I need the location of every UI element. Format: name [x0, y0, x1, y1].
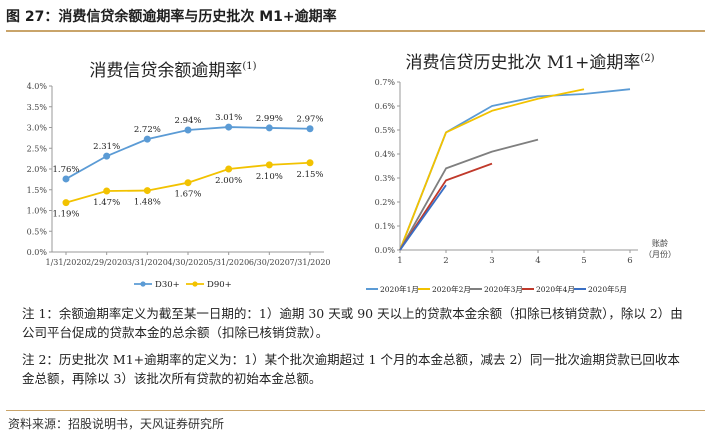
c1-data-label: 2.99% [256, 114, 283, 124]
title-divider [6, 30, 705, 32]
c2-series-line-2020年3月 [399, 138, 539, 251]
c2-legend-label: 2020年5月 [588, 284, 627, 294]
c1-y-tick-label: 0.5% [27, 227, 48, 236]
c2-y-tick-label: 0.4% [375, 150, 396, 159]
c1-legend-label: D30+ [155, 280, 180, 290]
c1-x-tick-label: 1/31/2020 [45, 258, 86, 267]
c1-data-label: 3.01% [215, 113, 242, 123]
c1-point-D30+ [62, 175, 70, 183]
c1-point-D30+ [306, 125, 314, 133]
c1-y-tick-label: 3.5% [27, 103, 48, 112]
note-1: 注 1：余额逾期率定义为截至某一日期的：1）逾期 30 天或 90 天以上的贷款… [22, 306, 683, 340]
c1-y-tick-label: 2.5% [27, 144, 48, 153]
c1-legend-marker [140, 281, 146, 287]
c1-point-D90+ [184, 179, 192, 187]
c1-point-D30+ [103, 152, 111, 160]
c1-point-D90+ [225, 165, 233, 173]
c1-data-label: 2.10% [256, 172, 283, 182]
c1-point-D90+ [265, 161, 273, 169]
c2-y-tick-label: 0.7% [375, 78, 396, 87]
c1-point-D30+ [265, 124, 273, 132]
c2-series-line-2020年4月 [399, 162, 493, 251]
c2-y-tick-label: 0.2% [375, 198, 396, 207]
c1-legend-marker [192, 281, 198, 287]
c1-point-D90+ [62, 199, 70, 207]
c2-x-axis-label: 账龄 [652, 238, 668, 248]
c2-y-tick-label: 0.1% [375, 222, 396, 231]
c1-point-D30+ [143, 135, 151, 143]
c1-x-tick-label: 5/31/2020 [208, 258, 249, 267]
c1-data-label: 1.76% [52, 165, 79, 175]
c1-y-tick-label: 1.5% [27, 186, 48, 195]
c2-legend-label: 2020年2月 [432, 284, 471, 294]
chart2-title-sup: (2) [640, 53, 654, 64]
c2-x-tick-label: 2 [443, 256, 448, 266]
chart1-title-sup: (1) [242, 61, 256, 72]
c1-data-label: 2.31% [93, 142, 120, 152]
c1-data-label: 1.67% [174, 190, 201, 200]
c2-series-line-2020年2月 [399, 88, 585, 251]
c1-y-tick-label: 1.0% [27, 207, 48, 216]
c1-x-tick-label: 7/31/2020 [289, 258, 330, 267]
c1-data-label: 2.97% [296, 115, 323, 125]
c2-y-tick-label: 0.5% [375, 126, 396, 135]
note-2: 注 2：历史批次 M1+逾期率的定义为：1）某个批次逾期超过 1 个月的本金总额… [22, 352, 680, 386]
c2-x-axis-label-unit: （月份） [644, 249, 676, 259]
c1-point-D90+ [306, 159, 314, 167]
c1-point-D90+ [143, 187, 151, 195]
c1-y-tick-label: 0.0% [27, 248, 48, 257]
chart-balance-delinquency: 消费信贷余额逾期率(1) 0.0% 0.5% 1.0% 1.5% 2.0% 2.5% 3.0… [27, 61, 331, 290]
c1-data-label: 2.00% [215, 176, 242, 186]
c1-x-tick-label: 4/30/2020 [167, 258, 208, 267]
c2-legend-label: 2020年4月 [536, 284, 575, 294]
c2-y-tick-label: 0.3% [375, 174, 396, 183]
footer-divider [6, 410, 705, 411]
source-note: 资料来源：招股说明书，天风证券研究所 [8, 417, 225, 431]
c1-y-tick-label: 3.0% [27, 124, 48, 133]
c2-x-tick-label: 6 [627, 256, 632, 266]
c2-y-tick-label: 0.6% [375, 102, 396, 111]
c1-data-label: 1.48% [134, 198, 161, 208]
chart1-title: 消费信贷余额逾期率(1) [89, 61, 256, 81]
c2-legend-label: 2020年1月 [380, 284, 419, 294]
c2-x-tick-label: 1 [397, 256, 402, 266]
c1-point-D30+ [225, 123, 233, 131]
c2-x-tick-label: 3 [489, 256, 494, 266]
c1-y-tick-label: 2.0% [27, 165, 48, 174]
c1-y-tick-label: 4.0% [27, 82, 48, 91]
c1-x-tick-label: 6/30/2020 [249, 258, 290, 267]
c1-data-label: 2.94% [174, 116, 201, 126]
figure-title: 图 27：消费信贷余额逾期率与历史批次 M1+逾期率 [6, 9, 337, 25]
c1-legend-label: D90+ [207, 280, 232, 290]
c1-x-tick-label: 2/29/2020 [86, 258, 127, 267]
c2-series-line-2020年1月 [399, 88, 631, 251]
c1-data-label: 2.15% [296, 170, 323, 180]
c1-point-D30+ [184, 126, 192, 134]
c1-point-D90+ [103, 187, 111, 195]
chart-vintage-m1-delinquency: 消费信贷历史批次 M1+逾期率(2) 0.0% 0.1% 0.2% 0.3% 0.4% 0… [366, 53, 676, 294]
c1-x-tick-label: 3/31/2020 [127, 258, 168, 267]
chart2-title: 消费信贷历史批次 M1+逾期率(2) [405, 53, 654, 73]
c1-data-label: 2.72% [134, 125, 161, 135]
c2-legend-label: 2020年3月 [484, 284, 523, 294]
c2-x-tick-label: 5 [581, 256, 586, 266]
c2-y-tick-label: 0.0% [375, 246, 396, 255]
c2-x-tick-label: 4 [535, 256, 540, 266]
c1-data-label: 1.47% [93, 198, 120, 208]
c1-data-label: 1.19% [52, 210, 79, 220]
c2-series-line-2020年5月 [399, 184, 447, 251]
